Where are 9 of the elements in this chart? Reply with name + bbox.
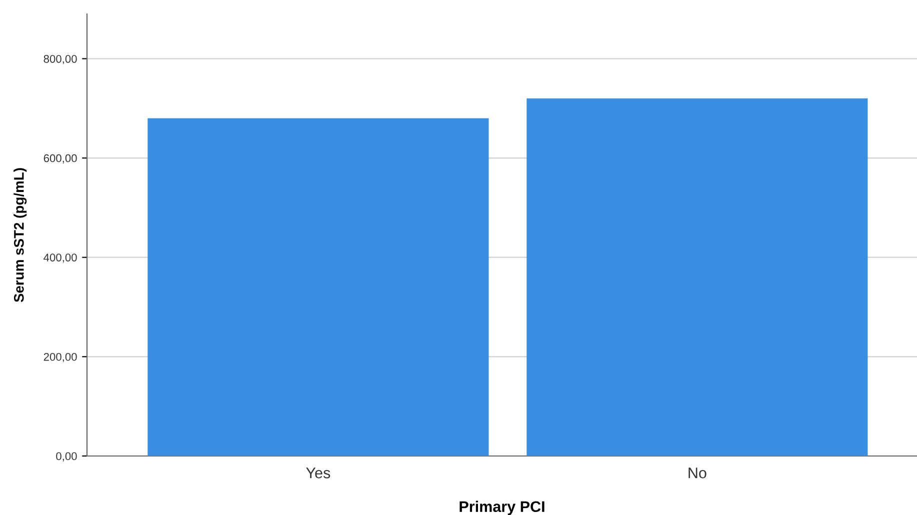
x-tick-label: No bbox=[688, 468, 706, 478]
y-tick-label: 800,00 bbox=[44, 54, 77, 64]
y-tick-label: 400,00 bbox=[44, 254, 77, 263]
y-tick-label: 200,00 bbox=[44, 352, 77, 362]
y-axis-title: Serum sST2 (pg/mL) bbox=[14, 168, 27, 302]
x-tick-label: Yes bbox=[306, 468, 330, 478]
y-tick-label: 0,00 bbox=[56, 452, 77, 462]
x-axis-title: Primary PCI bbox=[460, 500, 544, 515]
y-tick-label: 600,00 bbox=[44, 154, 77, 164]
